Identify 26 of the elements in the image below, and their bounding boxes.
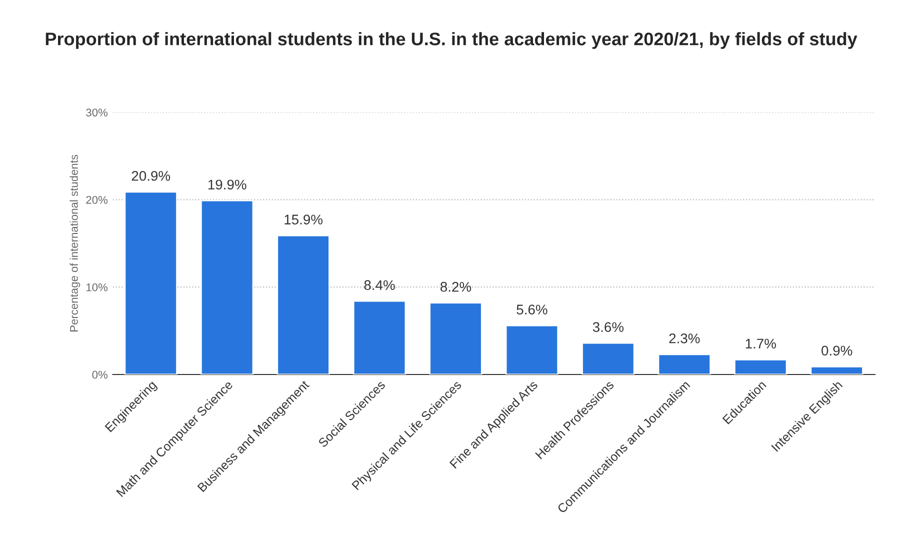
data-label: 8.4% (364, 280, 395, 290)
bar (658, 354, 711, 374)
data-label: 1.7% (746, 338, 776, 349)
bar (276, 234, 330, 374)
data-label: 2.3% (669, 333, 700, 344)
bar (734, 358, 788, 374)
bar (352, 300, 406, 374)
y-tick-label: 0% (92, 370, 108, 379)
bar (810, 366, 864, 374)
data-label: 3.6% (592, 322, 624, 332)
data-label: 5.6% (516, 304, 548, 314)
bar (582, 342, 635, 374)
data-label: 0.9% (822, 346, 852, 356)
bar (124, 191, 178, 374)
data-label: 19.9% (208, 180, 246, 190)
y-tick-label: 20% (86, 196, 108, 204)
bar (429, 302, 482, 374)
data-label: 8.2% (440, 282, 472, 292)
y-tick-label: 10% (86, 283, 108, 292)
data-label: 15.9% (284, 214, 322, 224)
chart-title: Proportion of international students in the U.S. in the academic year 2020/21, by fields of study (46, 32, 858, 49)
bar (200, 200, 254, 374)
bar (505, 324, 559, 374)
data-label: 20.9% (132, 170, 170, 181)
y-tick-label: 30% (86, 108, 108, 116)
y-axis-title: Percentage of international students (70, 154, 80, 332)
